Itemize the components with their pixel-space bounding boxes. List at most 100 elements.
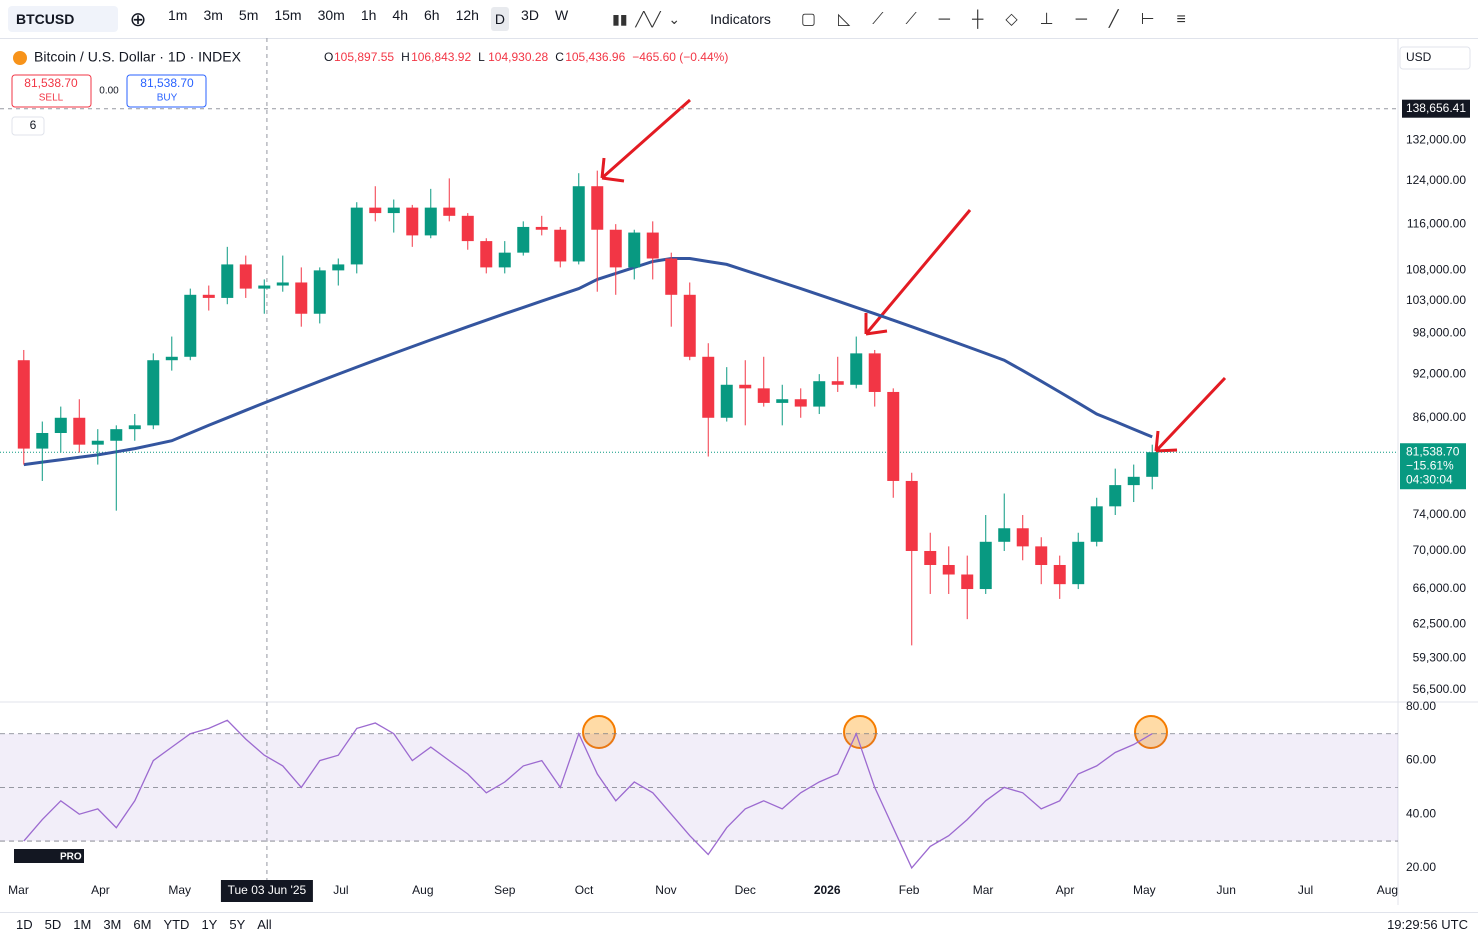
candle [461,213,474,250]
candle-body [665,258,678,295]
drawing-tools[interactable]: ▢◺⟋⟋─┼◇⊥─╱⊢≡ [800,11,1208,28]
y-tick-label: 116,000.00 [1407,216,1466,230]
timeframe-button[interactable]: 15m [274,7,302,23]
candle [646,221,659,280]
crosshair-date-box [220,880,313,902]
candle [572,173,585,265]
candle [36,421,49,481]
candle [720,367,733,422]
candle-body [683,294,696,357]
candle [202,285,215,311]
rsi-tick-label: 20.00 [1406,860,1436,874]
ranges: 1D 5D 1M 3M 6M YTD 1Y 5Y All [10,917,278,932]
crosshair-price: 138,656.41 [1406,101,1466,115]
symbol-title: Bitcoin / U.S. Dollar · 1D · INDEX [34,49,242,65]
range-button[interactable]: 5D [44,917,62,932]
candle-body [1146,452,1159,477]
candle-body [461,215,474,242]
candle-body [757,388,770,403]
range-button[interactable]: 6M [133,917,152,932]
ohlc-value: 104,930.28 [488,50,548,64]
sell-button[interactable] [11,74,92,108]
candle [1053,555,1066,599]
indicators-button[interactable]: Indicators [710,11,771,27]
candle [295,267,308,327]
candle [184,288,197,361]
sell-price: 81,538.70 [24,76,78,90]
candle-body [720,384,733,418]
candle-body [813,381,826,407]
red-arrow [1154,376,1227,453]
add-symbol[interactable]: ⊕ [129,8,147,31]
range-button[interactable]: 1M [73,917,92,932]
candle [221,246,234,305]
y-tick-label: 70,000.00 [1413,543,1467,557]
y-tick-label: 103,000.00 [1406,293,1466,307]
bitcoin-icon [13,51,27,65]
red-arrow [600,98,691,183]
timeframe-button[interactable]: 5m [238,7,259,23]
candle [1109,468,1122,516]
ohlc-key: C [555,50,564,64]
timeframe-button[interactable]: 30m [317,7,345,23]
range-button[interactable]: YTD [163,917,190,932]
symbol-search[interactable]: BTCUSD [8,6,118,32]
x-tick-label: Apr [1056,883,1075,897]
buy-button[interactable] [126,74,207,108]
range-button[interactable]: 3M [103,917,122,932]
chart-style[interactable]: ▮▮ ╱╲╱ ⌄ [612,10,681,27]
timeframe-button[interactable]: 3D [521,7,539,23]
x-tick-label: Oct [575,883,594,897]
timeframe-button[interactable]: D [490,7,510,31]
indicator-toggle[interactable] [11,116,45,136]
timeframe-button[interactable]: W [554,7,569,23]
candle-body [91,440,104,445]
ohlc-value: 105,897.55 [334,50,394,64]
candle [554,226,567,268]
candle [91,429,104,465]
range-button[interactable]: 1Y [201,917,218,932]
candle [887,388,900,498]
candle [739,360,752,426]
x-tick-label: 2026 [814,883,841,897]
candle [757,356,770,407]
timeframe-button[interactable]: 12h [455,7,479,23]
timeframe-button[interactable]: 1h [360,7,377,23]
candle [443,178,456,222]
range-button[interactable]: 5Y [229,917,246,932]
candle-body [498,252,511,268]
candle-body [924,550,937,565]
moving-average [23,257,1153,467]
range-button[interactable]: All [257,917,272,932]
candle-body [1072,541,1085,585]
candle-body [110,429,123,441]
candle-body [54,417,67,433]
candle-body [128,425,141,430]
chart: Bitcoin / U.S. Dollar · 1D · INDEX 81,53… [0,38,1478,905]
ohlc-key: O [324,50,333,64]
candle-body [443,207,456,216]
timeframe-button[interactable]: 4h [392,7,408,23]
candle-body [739,384,752,389]
timeframe-button[interactable]: 3m [203,7,223,23]
candle [1090,497,1103,547]
candle-body [36,432,49,449]
candle [350,202,363,274]
candle-body [702,356,715,418]
candle-body [424,207,437,236]
candle-body [609,229,622,268]
candle-body [776,399,789,403]
candle [498,241,511,274]
x-tick-label: Sep [494,883,516,897]
x-tick-label: Aug [412,883,433,897]
candle-body [831,381,844,385]
currency-select[interactable] [1399,46,1471,70]
timeframe-button[interactable]: 1m [168,7,188,23]
candle-body [794,399,807,407]
spread: 0.00 [99,86,119,97]
range-button[interactable]: 1D [16,917,33,932]
candle [1146,444,1159,490]
rsi-tick-label: 60.00 [1406,753,1436,767]
timeframe-button[interactable]: 6h [423,7,440,23]
countdown: 04:30:04 [1406,472,1453,486]
